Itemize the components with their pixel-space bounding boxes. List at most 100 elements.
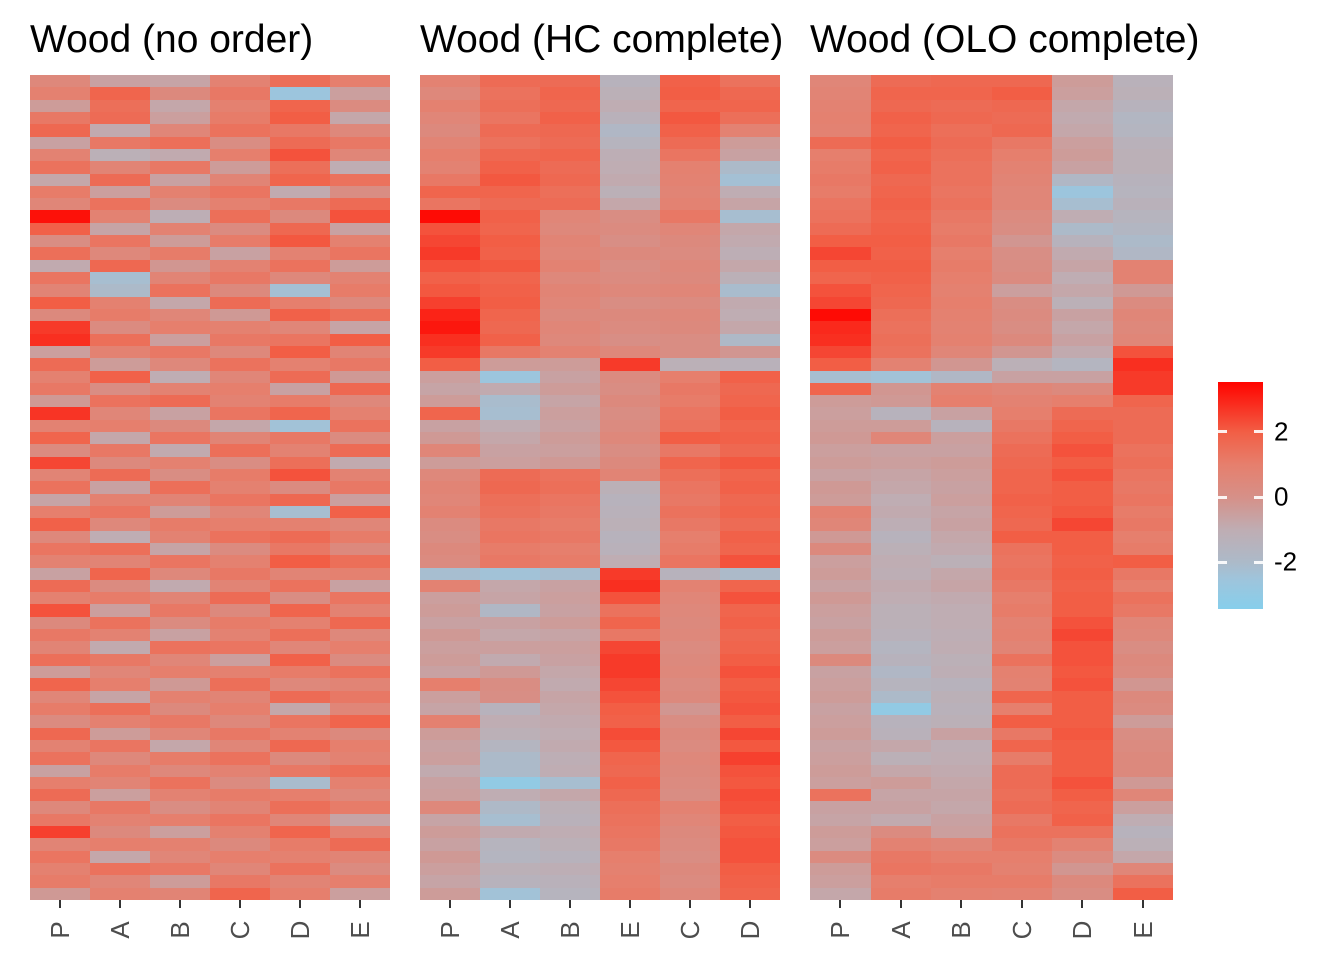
heatmap-cell <box>90 616 150 630</box>
heatmap-cell <box>420 801 480 814</box>
heatmap-cell <box>1052 99 1113 112</box>
heatmap-cell <box>30 826 90 839</box>
heatmap-cell <box>720 99 780 112</box>
heatmap-row <box>420 739 780 753</box>
heatmap-row <box>30 370 390 383</box>
heatmap-cell <box>931 419 992 433</box>
heatmap-cell <box>150 641 210 654</box>
heatmap-cell <box>720 678 780 691</box>
heatmap-cell <box>720 752 780 765</box>
heatmap-cell <box>991 284 1052 297</box>
heatmap-cell <box>90 321 150 334</box>
heatmap-row <box>420 259 780 272</box>
heatmap-cell <box>1052 198 1113 211</box>
heatmap-cell <box>150 333 210 346</box>
heatmap-cell <box>600 850 660 863</box>
heatmap-cell <box>90 161 150 174</box>
heatmap-row <box>30 592 390 605</box>
heatmap-cell <box>540 358 600 371</box>
heatmap-cell <box>90 432 150 445</box>
heatmap-cell <box>330 801 390 814</box>
heatmap-cell <box>870 530 931 543</box>
heatmap-row <box>810 419 1173 433</box>
x-axis-label: A <box>104 921 135 939</box>
heatmap-cell <box>540 727 600 740</box>
heatmap-cell <box>90 887 150 900</box>
heatmap-cell <box>210 530 270 543</box>
heatmap-cell <box>540 284 600 297</box>
heatmap-cell <box>600 838 660 851</box>
heatmap-cell <box>720 518 780 531</box>
heatmap-cell <box>600 653 660 666</box>
heatmap-cell <box>810 518 871 531</box>
heatmap-cell <box>660 259 720 272</box>
heatmap-cell <box>270 875 330 888</box>
heatmap-cell <box>931 518 992 531</box>
heatmap-cell <box>330 530 390 543</box>
heatmap-cell <box>720 666 780 679</box>
heatmap-cell <box>480 579 540 593</box>
heatmap-cell <box>420 727 480 740</box>
heatmap-cell <box>270 641 330 654</box>
heatmap-cell <box>90 296 150 309</box>
heatmap-row <box>810 666 1173 679</box>
heatmap-cell <box>330 629 390 642</box>
heatmap-cell <box>1052 296 1113 309</box>
heatmap-cell <box>931 850 992 863</box>
heatmap-cell <box>150 629 210 642</box>
heatmap-row <box>420 370 780 383</box>
heatmap-cell <box>660 813 720 827</box>
heatmap-cell <box>810 715 871 728</box>
heatmap-row <box>420 616 780 630</box>
heatmap-cell <box>30 678 90 691</box>
heatmap-row <box>420 111 780 125</box>
heatmap-cell <box>540 382 600 396</box>
heatmap-cell <box>931 887 992 900</box>
heatmap-row <box>810 875 1173 888</box>
heatmap-cell <box>991 702 1052 716</box>
heatmap-cell <box>810 259 871 272</box>
heatmap-cell <box>330 579 390 593</box>
heatmap-cell <box>1112 222 1173 236</box>
heatmap-cell <box>30 813 90 827</box>
x-axis-tick <box>1141 900 1144 908</box>
heatmap-cell <box>480 776 540 790</box>
heatmap-cell <box>90 333 150 346</box>
heatmap-cell <box>540 715 600 728</box>
heatmap-cell <box>870 444 931 457</box>
heatmap-cell <box>420 715 480 728</box>
heatmap-cell <box>1112 592 1173 605</box>
heatmap-cell <box>1052 469 1113 482</box>
heatmap-row <box>810 653 1173 666</box>
heatmap-cell <box>540 863 600 876</box>
heatmap-cell <box>600 124 660 137</box>
heatmap-cell <box>540 124 600 137</box>
heatmap-cell <box>270 111 330 125</box>
heatmap-cell <box>1112 887 1173 900</box>
heatmap-cell <box>420 530 480 543</box>
heatmap-cell <box>210 789 270 802</box>
heatmap-cell <box>1112 505 1173 519</box>
heatmap-cell <box>660 382 720 396</box>
heatmap-row <box>810 469 1173 482</box>
heatmap-cell <box>810 641 871 654</box>
heatmap-cell <box>991 629 1052 642</box>
heatmap-cell <box>660 87 720 100</box>
heatmap-cell <box>720 690 780 703</box>
heatmap-cell <box>420 382 480 396</box>
heatmap-cell <box>600 247 660 260</box>
heatmap-cell <box>150 481 210 494</box>
heatmap-cell <box>1112 235 1173 248</box>
heatmap-cell <box>810 247 871 260</box>
heatmap-cell <box>660 481 720 494</box>
heatmap-row <box>810 308 1173 322</box>
x-axis-tick <box>569 900 571 908</box>
heatmap-cell <box>810 124 871 137</box>
heatmap-cell <box>330 308 390 322</box>
heatmap-cell <box>810 222 871 236</box>
heatmap-cell <box>720 444 780 457</box>
heatmap-cell <box>870 813 931 827</box>
heatmap-cell <box>931 99 992 112</box>
heatmap-cell <box>270 813 330 827</box>
heatmap-cell <box>330 99 390 112</box>
